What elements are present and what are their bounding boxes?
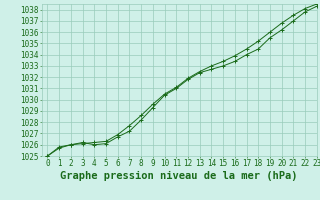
X-axis label: Graphe pression niveau de la mer (hPa): Graphe pression niveau de la mer (hPa) [60,171,298,181]
